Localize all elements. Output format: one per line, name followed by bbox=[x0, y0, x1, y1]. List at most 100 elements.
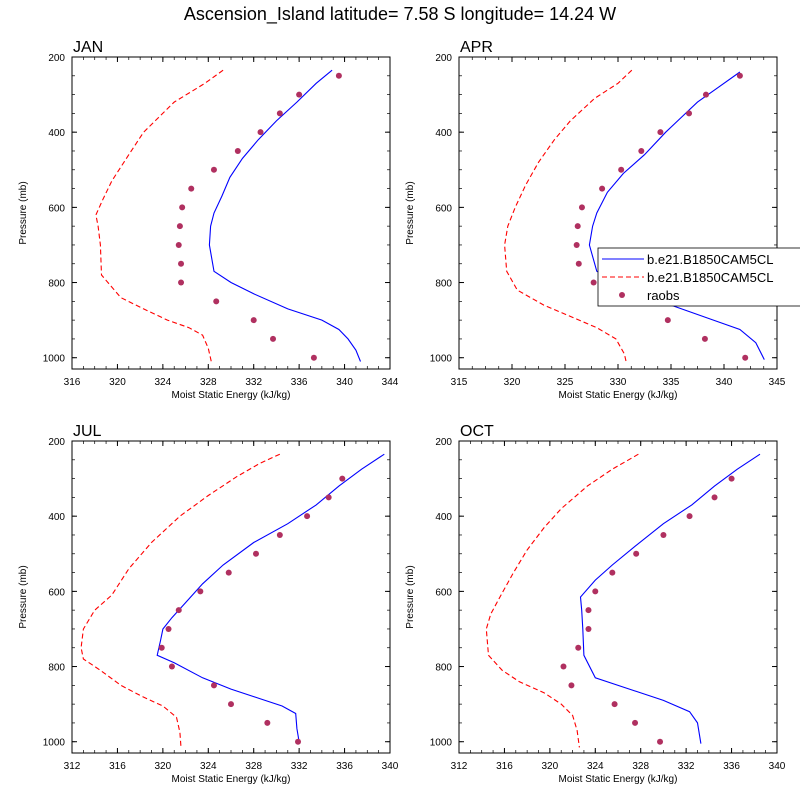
raobs-point bbox=[175, 607, 182, 614]
data-layer bbox=[95, 69, 362, 364]
x-axis-label: Moist Static Energy (kJ/kg) bbox=[172, 774, 291, 785]
x-tick-label: 324 bbox=[155, 377, 172, 388]
data-layer bbox=[80, 453, 385, 748]
panel-month-label: APR bbox=[460, 39, 493, 56]
x-tick-label: 316 bbox=[496, 761, 513, 772]
y-tick-label: 800 bbox=[48, 279, 65, 290]
raobs-point bbox=[686, 110, 693, 117]
x-tick-label: 316 bbox=[64, 377, 81, 388]
x-axis-label: Moist Static Energy (kJ/kg) bbox=[559, 774, 678, 785]
y-tick-label: 800 bbox=[435, 279, 452, 290]
x-tick-label: 332 bbox=[678, 761, 695, 772]
x-tick-label: 320 bbox=[109, 377, 126, 388]
panel-month-label: OCT bbox=[460, 423, 494, 440]
raobs-point bbox=[252, 550, 259, 557]
x-axis-label: Moist Static Energy (kJ/kg) bbox=[172, 390, 291, 401]
raobs-point bbox=[339, 475, 346, 482]
raobs-point bbox=[178, 279, 185, 286]
y-tick-label: 400 bbox=[435, 128, 452, 139]
raobs-point bbox=[168, 663, 175, 670]
y-axis-label: Pressure (mb) bbox=[18, 181, 29, 244]
x-tick-label: 324 bbox=[587, 761, 604, 772]
raobs-point bbox=[592, 588, 599, 595]
x-tick-label: 332 bbox=[245, 377, 262, 388]
y-tick-label: 200 bbox=[48, 53, 65, 64]
model2-line bbox=[485, 453, 639, 748]
raobs-point bbox=[234, 147, 241, 154]
x-tick-label: 335 bbox=[663, 377, 680, 388]
raobs-point bbox=[197, 588, 204, 595]
x-tick-label: 330 bbox=[610, 377, 627, 388]
x-tick-label: 340 bbox=[382, 761, 399, 772]
x-tick-label: 332 bbox=[291, 761, 308, 772]
x-tick-label: 316 bbox=[109, 761, 126, 772]
x-tick-label: 312 bbox=[451, 761, 468, 772]
y-tick-label: 1000 bbox=[430, 738, 453, 749]
raobs-point bbox=[165, 625, 172, 632]
y-tick-label: 400 bbox=[48, 512, 65, 523]
raobs-point bbox=[574, 223, 581, 230]
raobs-point bbox=[560, 663, 567, 670]
raobs-point bbox=[657, 129, 664, 136]
raobs-point bbox=[702, 91, 709, 98]
raobs-point bbox=[175, 241, 182, 248]
panel-month-label: JAN bbox=[73, 39, 103, 56]
raobs-point bbox=[742, 354, 749, 361]
x-tick-label: 320 bbox=[155, 761, 172, 772]
raobs-point bbox=[599, 185, 606, 192]
x-tick-label: 320 bbox=[542, 761, 559, 772]
raobs-point bbox=[711, 494, 718, 501]
panel-apr: APR 315 320 325 330 335 340 345 200 400 600 800 1000… bbox=[405, 39, 786, 401]
x-tick-label: 312 bbox=[64, 761, 81, 772]
plot-frame bbox=[71, 56, 391, 370]
x-tick-label: 328 bbox=[632, 761, 649, 772]
raobs-point bbox=[179, 204, 186, 211]
raobs-point bbox=[590, 279, 597, 286]
raobs-point bbox=[575, 644, 582, 651]
x-tick-label: 340 bbox=[716, 377, 733, 388]
raobs-point bbox=[657, 738, 664, 745]
model2-line bbox=[95, 69, 224, 364]
raobs-point bbox=[736, 72, 743, 79]
model2-line bbox=[504, 69, 633, 364]
x-tick-label: 340 bbox=[769, 761, 786, 772]
raobs-point bbox=[276, 531, 283, 538]
raobs-point bbox=[178, 260, 185, 267]
raobs-point bbox=[585, 607, 592, 614]
panel-jan: JAN 316 320 324 328 332 336 340 344 200 400 600 800 1… bbox=[18, 39, 399, 401]
model2-line bbox=[80, 453, 281, 748]
raobs-point bbox=[660, 531, 667, 538]
x-tick-label: 336 bbox=[291, 377, 308, 388]
raobs-point bbox=[611, 701, 618, 708]
raobs-point bbox=[638, 147, 645, 154]
raobs-point bbox=[210, 166, 217, 173]
model1-line bbox=[588, 71, 765, 360]
legend-box bbox=[597, 247, 800, 307]
raobs-point bbox=[632, 719, 639, 726]
raobs-point bbox=[701, 335, 708, 342]
x-tick-label: 325 bbox=[557, 377, 574, 388]
y-tick-label: 800 bbox=[48, 663, 65, 674]
x-tick-label: 336 bbox=[336, 761, 353, 772]
legend-marker bbox=[619, 292, 625, 298]
legend-label: b.e21.B1850CAM5CL bbox=[647, 270, 773, 285]
raobs-point bbox=[276, 110, 283, 117]
raobs-point bbox=[568, 682, 575, 689]
raobs-point bbox=[257, 129, 264, 136]
panel-oct: OCT 312 316 320 324 328 332 336 340 200 400 600 800 1… bbox=[405, 423, 786, 785]
raobs-point bbox=[188, 185, 195, 192]
x-tick-label: 345 bbox=[769, 377, 786, 388]
panel-jul: JUL 312 316 320 324 328 332 336 340 200 400 600 800 1… bbox=[18, 423, 399, 785]
raobs-point bbox=[250, 317, 257, 324]
y-axis-label: Pressure (mb) bbox=[18, 565, 29, 628]
model1-line bbox=[208, 69, 362, 362]
y-axis-label: Pressure (mb) bbox=[405, 181, 416, 244]
y-tick-label: 1000 bbox=[43, 354, 66, 365]
raobs-point bbox=[210, 682, 217, 689]
plot-frame bbox=[458, 56, 778, 370]
x-axis-label: Moist Static Energy (kJ/kg) bbox=[559, 390, 678, 401]
y-tick-label: 600 bbox=[48, 203, 65, 214]
y-tick-label: 800 bbox=[435, 663, 452, 674]
raobs-point bbox=[296, 91, 303, 98]
